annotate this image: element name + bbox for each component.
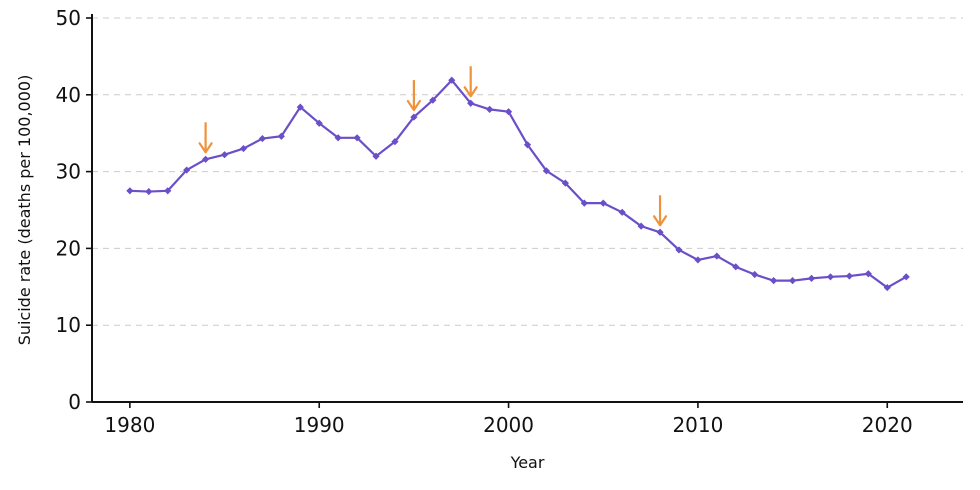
data-point <box>845 272 853 280</box>
y-tick-label: 40 <box>56 83 81 107</box>
arrow-head <box>198 142 213 154</box>
data-point <box>788 277 797 285</box>
data-point <box>258 134 267 143</box>
annotation-arrow <box>652 195 668 227</box>
data-point <box>467 99 475 107</box>
y-axis-title: Suicide rate (deaths per 100,000) <box>15 75 34 346</box>
y-tick-label: 20 <box>56 236 81 260</box>
annotations <box>198 66 668 227</box>
annotation-arrow <box>463 66 478 98</box>
data-point <box>429 96 437 104</box>
data-point <box>883 283 891 292</box>
data-point <box>220 151 229 159</box>
data-point <box>277 132 285 140</box>
x-tick-label: 1990 <box>294 413 345 437</box>
data-point <box>353 134 361 142</box>
y-tick-label: 30 <box>56 160 81 184</box>
data-point <box>675 246 683 254</box>
series <box>126 76 910 292</box>
data-point <box>732 263 740 271</box>
arrow-head <box>406 99 421 112</box>
y-tick-label: 50 <box>56 6 81 30</box>
data-point <box>826 273 835 281</box>
data-point <box>656 228 664 236</box>
data-point <box>334 134 342 142</box>
axes: 0 10 20 30 40 50 1980 1990 2000 2010 2020 <box>56 6 963 437</box>
arrow-head <box>652 215 668 227</box>
data-point <box>902 273 910 281</box>
data-point <box>561 179 569 187</box>
data-point <box>580 199 588 207</box>
x-tick-label: 2020 <box>862 413 913 437</box>
data-point <box>807 274 816 282</box>
data-point <box>637 222 645 230</box>
data-point <box>391 138 399 146</box>
y-tick-label: 0 <box>68 390 81 414</box>
arrow-head <box>463 86 478 98</box>
y-tick-label: 10 <box>56 313 81 337</box>
data-point <box>542 167 551 175</box>
x-tick-label: 1980 <box>104 413 155 437</box>
data-point <box>296 103 304 111</box>
data-point <box>183 166 191 174</box>
series-line <box>129 79 907 289</box>
x-tick-label: 2000 <box>483 413 534 437</box>
data-point <box>239 144 248 153</box>
annotation-arrow <box>198 122 213 154</box>
data-point <box>315 119 323 127</box>
data-point <box>864 270 872 278</box>
data-point <box>372 152 380 160</box>
x-axis-title: Year <box>510 453 545 472</box>
data-point <box>164 187 172 195</box>
data-point <box>523 141 532 149</box>
data-point <box>694 256 702 264</box>
gridlines <box>92 17 963 326</box>
data-point <box>770 277 778 285</box>
data-point <box>618 208 626 216</box>
data-point <box>599 199 607 207</box>
data-point <box>751 270 759 279</box>
data-point <box>410 113 418 121</box>
annotation-arrow <box>406 80 421 112</box>
data-point <box>448 76 456 84</box>
data-point <box>145 187 153 196</box>
data-point <box>504 108 513 116</box>
data-point <box>126 187 134 195</box>
data-point <box>202 155 210 163</box>
data-point <box>486 105 494 113</box>
data-point <box>713 252 721 260</box>
x-tick-label: 2010 <box>672 413 723 437</box>
